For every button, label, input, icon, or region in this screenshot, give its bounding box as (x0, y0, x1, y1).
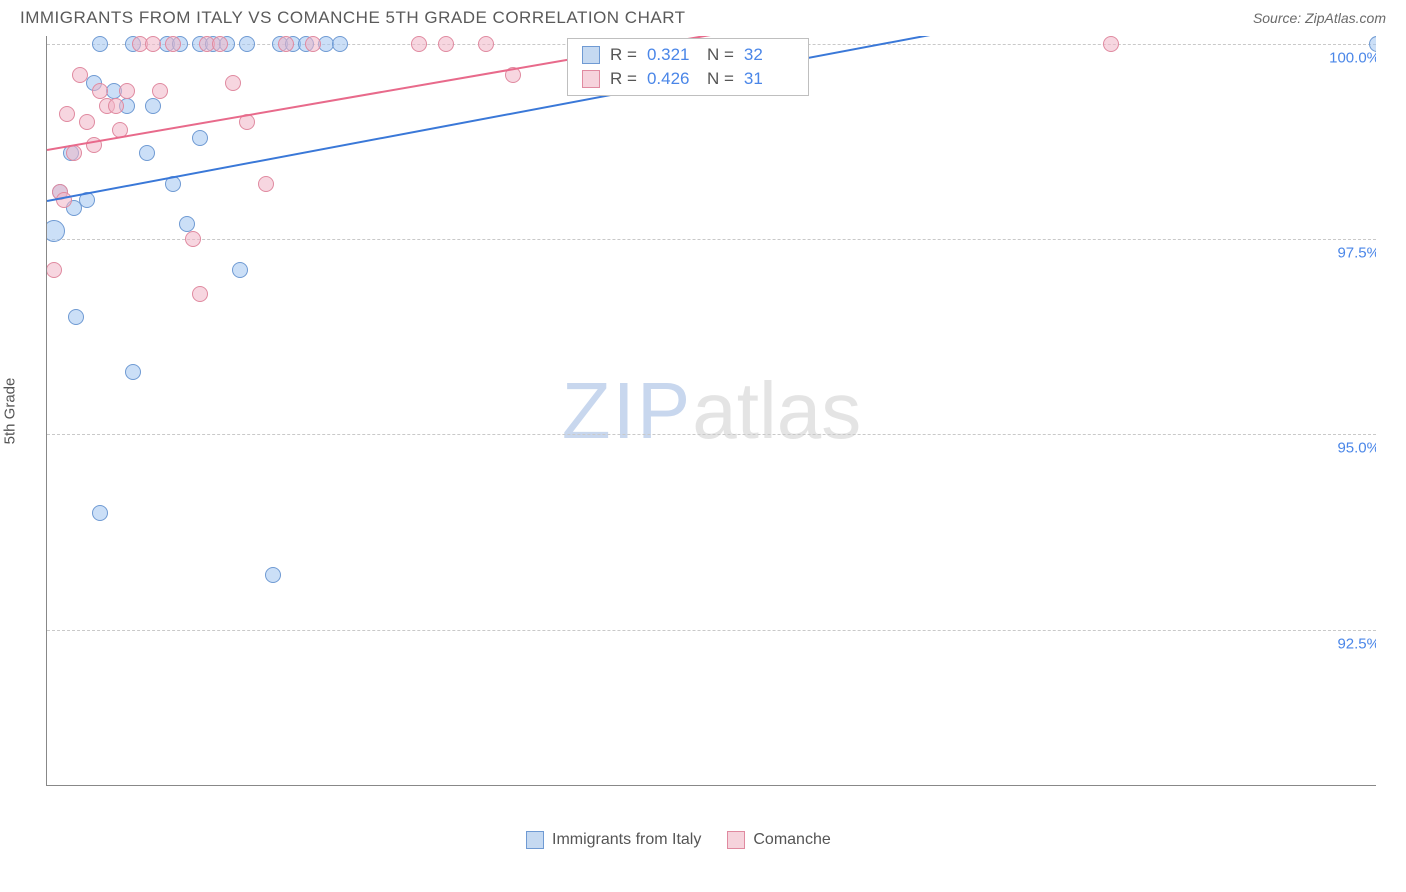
scatter-point (232, 262, 248, 278)
x-tick (180, 785, 181, 786)
scatter-point (125, 364, 141, 380)
y-tick-label: 92.5% (1310, 635, 1376, 652)
stat-value: 31 (744, 69, 794, 89)
legend-swatch (582, 46, 600, 64)
x-tick (1244, 785, 1245, 786)
scatter-point (59, 106, 75, 122)
x-tick (1111, 785, 1112, 786)
scatter-point (72, 67, 88, 83)
scatter-point (478, 36, 494, 52)
chart-container: 5th Grade ZIPatlas 92.5%95.0%97.5%100.0%… (46, 36, 1386, 786)
watermark-zip: ZIP (562, 366, 692, 455)
scatter-point (332, 36, 348, 52)
scatter-point (239, 36, 255, 52)
x-tick (579, 785, 580, 786)
x-tick (978, 785, 979, 786)
legend-label: Immigrants from Italy (552, 831, 701, 849)
legend-label: Comanche (753, 831, 830, 849)
y-tick-label: 95.0% (1310, 440, 1376, 457)
chart-title: IMMIGRANTS FROM ITALY VS COMANCHE 5TH GR… (20, 8, 686, 28)
legend-item: Immigrants from Italy (526, 831, 701, 849)
stat-label: R = (610, 45, 637, 65)
scatter-point (165, 36, 181, 52)
chart-source: Source: ZipAtlas.com (1253, 10, 1386, 26)
stat-value: 32 (744, 45, 794, 65)
scatter-point (92, 505, 108, 521)
legend-swatch (526, 831, 544, 849)
scatter-point (179, 216, 195, 232)
scatter-point (66, 145, 82, 161)
scatter-point (119, 83, 135, 99)
legend: Immigrants from Italy Comanche (526, 831, 831, 849)
x-tick (446, 785, 447, 786)
scatter-point (258, 176, 274, 192)
scatter-point (278, 36, 294, 52)
scatter-point (225, 75, 241, 91)
source-name: ZipAtlas.com (1305, 10, 1386, 26)
stats-box: R = 0.321 N = 32 R = 0.426 N = 31 (567, 38, 809, 96)
scatter-point (185, 231, 201, 247)
stat-label: N = (707, 69, 734, 89)
scatter-point (212, 36, 228, 52)
scatter-point (305, 36, 321, 52)
scatter-point (46, 262, 62, 278)
y-tick-label: 100.0% (1310, 49, 1376, 66)
y-axis-label: 5th Grade (2, 378, 19, 445)
plot-area: ZIPatlas 92.5%95.0%97.5%100.0%0.0%100.0%… (46, 36, 1376, 786)
legend-item: Comanche (727, 831, 830, 849)
scatter-point (108, 98, 124, 114)
scatter-point (68, 309, 84, 325)
scatter-point (1103, 36, 1119, 52)
scatter-point (145, 98, 161, 114)
x-tick (313, 785, 314, 786)
gridline (47, 434, 1376, 435)
scatter-point (192, 286, 208, 302)
scatter-point (145, 36, 161, 52)
x-tick (845, 785, 846, 786)
x-tick (712, 785, 713, 786)
scatter-point (411, 36, 427, 52)
scatter-point (92, 83, 108, 99)
stat-value: 0.426 (647, 69, 697, 89)
scatter-point (438, 36, 454, 52)
stat-label: R = (610, 69, 637, 89)
scatter-point (56, 192, 72, 208)
gridline (47, 239, 1376, 240)
stats-row: R = 0.426 N = 31 (568, 67, 808, 91)
watermark: ZIPatlas (562, 365, 861, 457)
stat-label: N = (707, 45, 734, 65)
scatter-point (152, 83, 168, 99)
x-tick (47, 785, 48, 786)
y-tick-label: 97.5% (1310, 245, 1376, 262)
stats-row: R = 0.321 N = 32 (568, 43, 808, 67)
scatter-point (92, 36, 108, 52)
source-prefix: Source: (1253, 10, 1305, 26)
scatter-point (192, 130, 208, 146)
scatter-point (139, 145, 155, 161)
legend-swatch (582, 70, 600, 88)
header: IMMIGRANTS FROM ITALY VS COMANCHE 5TH GR… (0, 0, 1406, 32)
scatter-point (79, 114, 95, 130)
scatter-point (265, 567, 281, 583)
watermark-atlas: atlas (692, 366, 861, 455)
gridline (47, 630, 1376, 631)
legend-swatch (727, 831, 745, 849)
stat-value: 0.321 (647, 45, 697, 65)
